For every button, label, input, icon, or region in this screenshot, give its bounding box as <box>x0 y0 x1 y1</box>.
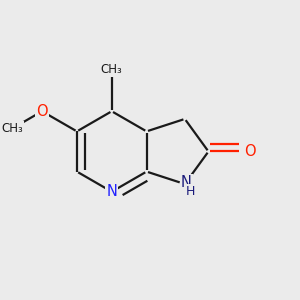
Text: N: N <box>181 175 192 190</box>
Text: O: O <box>244 144 256 159</box>
Text: H: H <box>185 185 195 198</box>
Text: CH₃: CH₃ <box>101 63 123 76</box>
Text: N: N <box>106 184 117 199</box>
Text: CH₃: CH₃ <box>2 122 23 135</box>
Text: O: O <box>36 104 48 119</box>
